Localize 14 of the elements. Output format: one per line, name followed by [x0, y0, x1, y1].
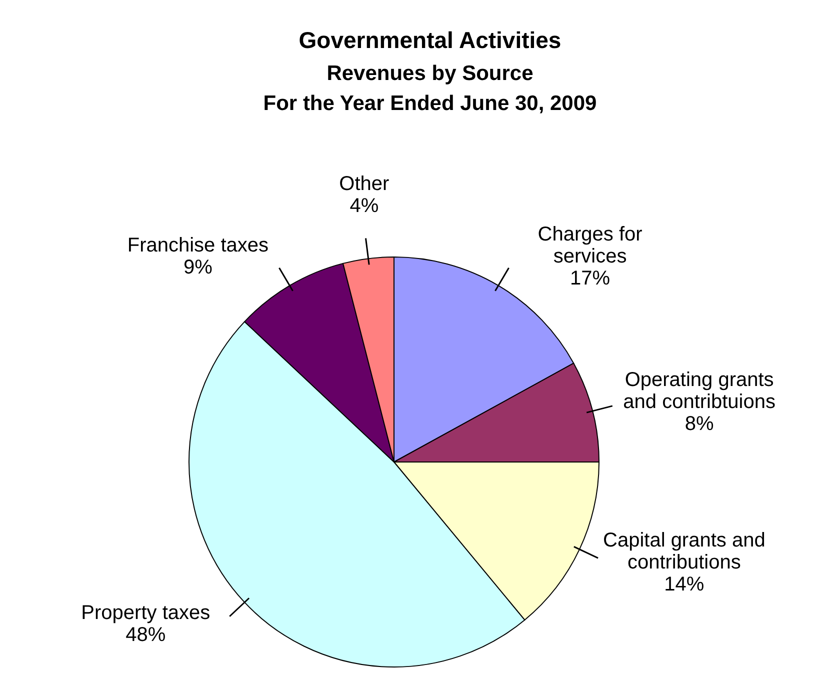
chart-subtitle: Revenues by Source For the Year Ended June 30, 2009 [263, 62, 597, 115]
data-label: 9% [183, 256, 213, 278]
slice-label: Franchise taxes [127, 234, 269, 256]
data-label: 17% [570, 267, 610, 290]
slice-label: Operating grants and contribtuions [623, 368, 776, 413]
data-label: 48% [126, 624, 166, 646]
slice-label: Other [339, 173, 390, 196]
slice-label: Charges for services [538, 223, 643, 268]
data-label: 4% [350, 195, 379, 218]
chart-title: Governmental Activities [298, 27, 562, 53]
data-label: 14% [664, 573, 704, 596]
slice-label: Capital grants and contributions [603, 529, 766, 574]
slice-label: Property taxes [81, 602, 210, 624]
data-label: 8% [684, 412, 714, 435]
